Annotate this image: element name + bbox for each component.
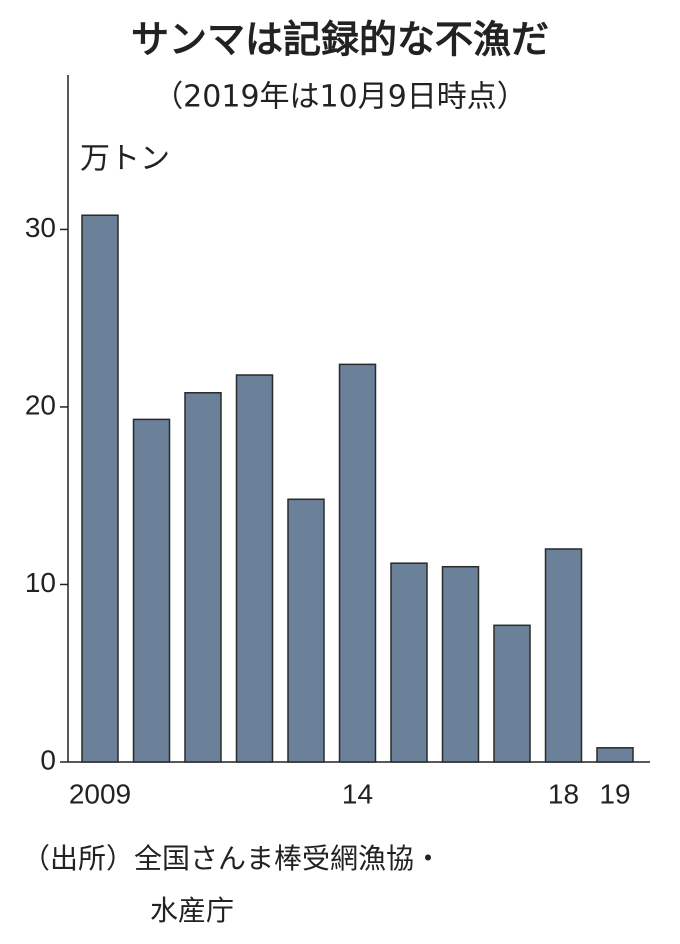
bar (81, 214, 119, 763)
y-axis-label: 万トン (80, 142, 170, 177)
bar (441, 565, 480, 763)
x-tick-label: 18 (548, 778, 579, 809)
bar (235, 374, 274, 763)
chart-title: サンマは記録的な不漁だ (131, 18, 549, 62)
x-tick-label: 14 (342, 778, 373, 809)
y-tick-label: 0 (40, 744, 56, 775)
bar (390, 562, 428, 763)
bar (184, 392, 222, 763)
y-tick-label: 10 (25, 567, 56, 598)
y-tick-label: 20 (25, 389, 56, 420)
bar (544, 548, 583, 763)
x-tick-label: 19 (599, 778, 630, 809)
bar (493, 624, 531, 763)
source: （出所）全国さんま棒受網漁協・ (22, 842, 442, 875)
bar (596, 747, 634, 763)
bar (132, 418, 171, 763)
bar (287, 498, 325, 763)
x-tick-label: 2009 (69, 778, 131, 809)
bar (338, 363, 377, 763)
chart-subtitle: （2019年は10月9日時点） (153, 80, 527, 115)
y-tick-label: 30 (25, 212, 56, 243)
source: 水産庁 (150, 894, 234, 927)
